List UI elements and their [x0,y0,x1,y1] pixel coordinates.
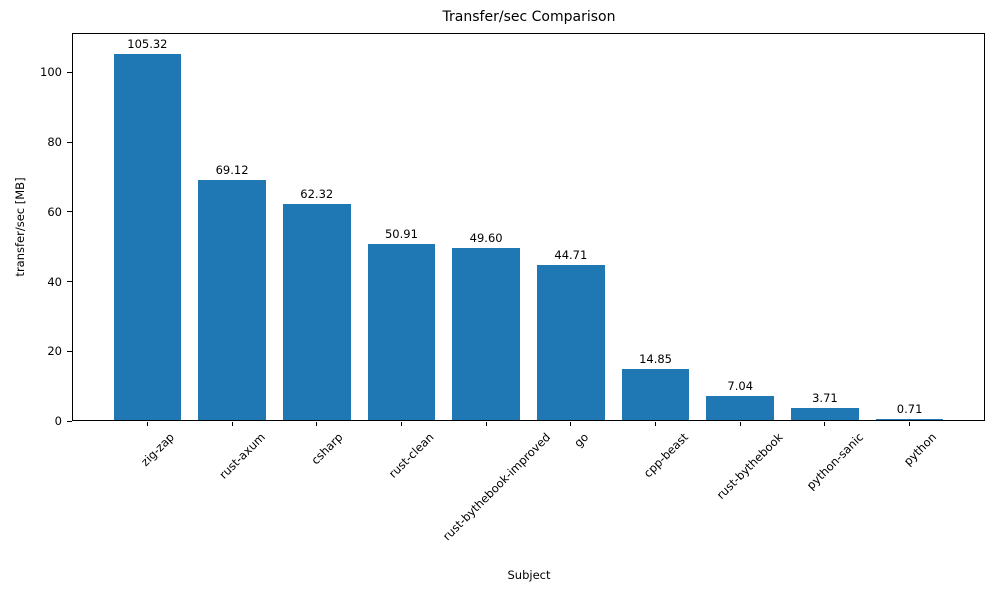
x-tick-label: zig-zap [137,430,177,469]
x-tick-label: go [570,430,591,451]
x-tick-mark [146,422,148,426]
x-tick-mark [316,422,318,426]
y-tick-label: 60 [47,204,62,219]
x-tick-label: python [900,430,939,469]
x-tick-mark [739,422,741,426]
y-tick-label: 0 [54,414,62,428]
x-axis-title: Subject [507,568,551,582]
x-tick-label: rust-clean [385,430,437,481]
x-tick-mark [909,422,911,426]
x-tick-mark [655,422,657,426]
x-tick-mark [824,422,826,426]
x-tick-mark [231,422,233,426]
x-tick-mark [570,422,572,426]
y-tick-label: 100 [40,65,62,80]
y-tick-label: 80 [47,135,62,150]
x-tick-label: csharp [307,430,346,468]
y-tick-label: 20 [47,344,62,359]
plot-area [72,33,985,421]
x-tick-label: rust-bythebook-improved [439,430,553,544]
x-tick-mark [485,422,487,426]
x-tick-label: python-sanic [803,430,867,493]
y-axis-title: transfer/sec [MB] [13,177,27,277]
x-tick-label: cpp-beast [640,430,691,481]
chart-title: Transfer/sec Comparison [442,9,616,25]
x-tick-label: rust-bythebook [713,430,786,502]
x-tick-mark [400,422,402,426]
y-tick-label: 40 [47,274,62,289]
x-tick-label: rust-axum [216,430,268,482]
